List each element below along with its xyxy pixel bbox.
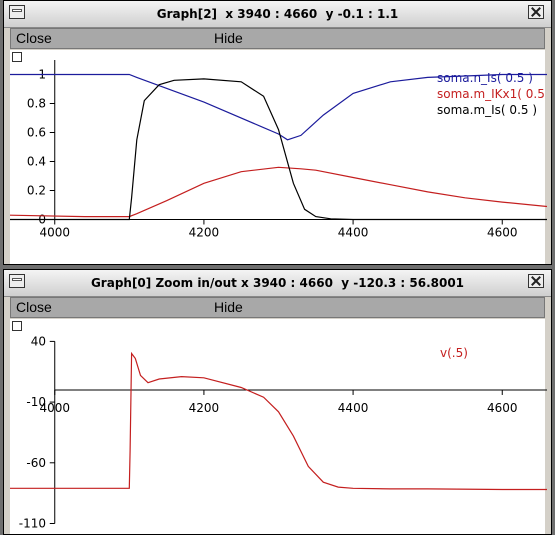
y-tick-label: 0.2 xyxy=(27,184,46,198)
x-tick-label: 4200 xyxy=(189,401,220,415)
graph-menu-bar: Close Hide xyxy=(10,28,545,49)
x-tick-label: 4000 xyxy=(39,401,70,415)
y-tick-label: -110 xyxy=(19,516,46,530)
graph-view-box-icon[interactable] xyxy=(12,321,22,331)
x-tick-label: 4400 xyxy=(338,226,369,240)
window-menu-icon[interactable] xyxy=(9,5,25,19)
y-tick-label: -60 xyxy=(26,456,46,470)
legend-label: soma.m_Is( 0.5 ) xyxy=(437,103,537,117)
hide-menu-item[interactable]: Hide xyxy=(214,30,243,46)
legend-label: v(.5) xyxy=(440,346,468,360)
x-tick-label: 4000 xyxy=(39,226,70,240)
x-tick-label: 4600 xyxy=(487,226,518,240)
chart-voltage: 4000 4200 4400 4600 40 -10 -60 -110 v(.5) xyxy=(10,334,547,530)
window-title: Graph[0] Zoom in/out x 3940 : 4660 y -12… xyxy=(90,276,465,290)
y-tick-label: -10 xyxy=(26,395,46,409)
close-icon[interactable] xyxy=(528,274,544,288)
y-tick-label: 0.8 xyxy=(27,97,46,111)
series-line xyxy=(10,351,547,491)
x-tick-label: 4200 xyxy=(189,226,220,240)
graph-view-box-icon[interactable] xyxy=(12,52,22,62)
graph-window-top: Graph[2] x 3940 : 4660 y -0.1 : 1.1 Clos… xyxy=(3,0,552,265)
x-tick-label: 4600 xyxy=(487,401,518,415)
window-title: Graph[2] x 3940 : 4660 y -0.1 : 1.1 xyxy=(156,7,399,21)
graph-canvas[interactable]: 4000 4200 4400 4600 0 0.2 0.4 0.6 0.8 1 soma.n_Is(… xyxy=(9,50,551,264)
graph-window-bottom: Graph[0] Zoom in/out x 3940 : 4660 y -12… xyxy=(3,269,552,535)
graph-canvas[interactable]: 4000 4200 4400 4600 40 -10 -60 -110 v(.5) xyxy=(10,319,547,534)
legend-label: soma.m_IKx1( 0.5 ) xyxy=(437,87,547,101)
y-tick-label: 0.4 xyxy=(27,155,46,169)
y-tick-label: 40 xyxy=(31,334,46,348)
hide-menu-item[interactable]: Hide xyxy=(214,299,243,315)
graph-menu-bar: Close Hide xyxy=(10,297,545,318)
title-bar[interactable]: Graph[0] Zoom in/out x 3940 : 4660 y -12… xyxy=(4,270,551,297)
window-menu-icon[interactable] xyxy=(9,274,25,288)
series-line xyxy=(10,78,547,221)
y-tick-label: 0.6 xyxy=(27,126,46,140)
legend-label: soma.n_Is( 0.5 ) xyxy=(437,71,533,85)
x-tick-label: 4400 xyxy=(338,401,369,415)
title-bar[interactable]: Graph[2] x 3940 : 4660 y -0.1 : 1.1 xyxy=(4,1,551,28)
series-line xyxy=(9,166,548,218)
close-menu-item[interactable]: Close xyxy=(16,30,52,46)
series-line xyxy=(10,73,547,141)
close-menu-item[interactable]: Close xyxy=(16,299,52,315)
close-icon[interactable] xyxy=(528,5,544,19)
